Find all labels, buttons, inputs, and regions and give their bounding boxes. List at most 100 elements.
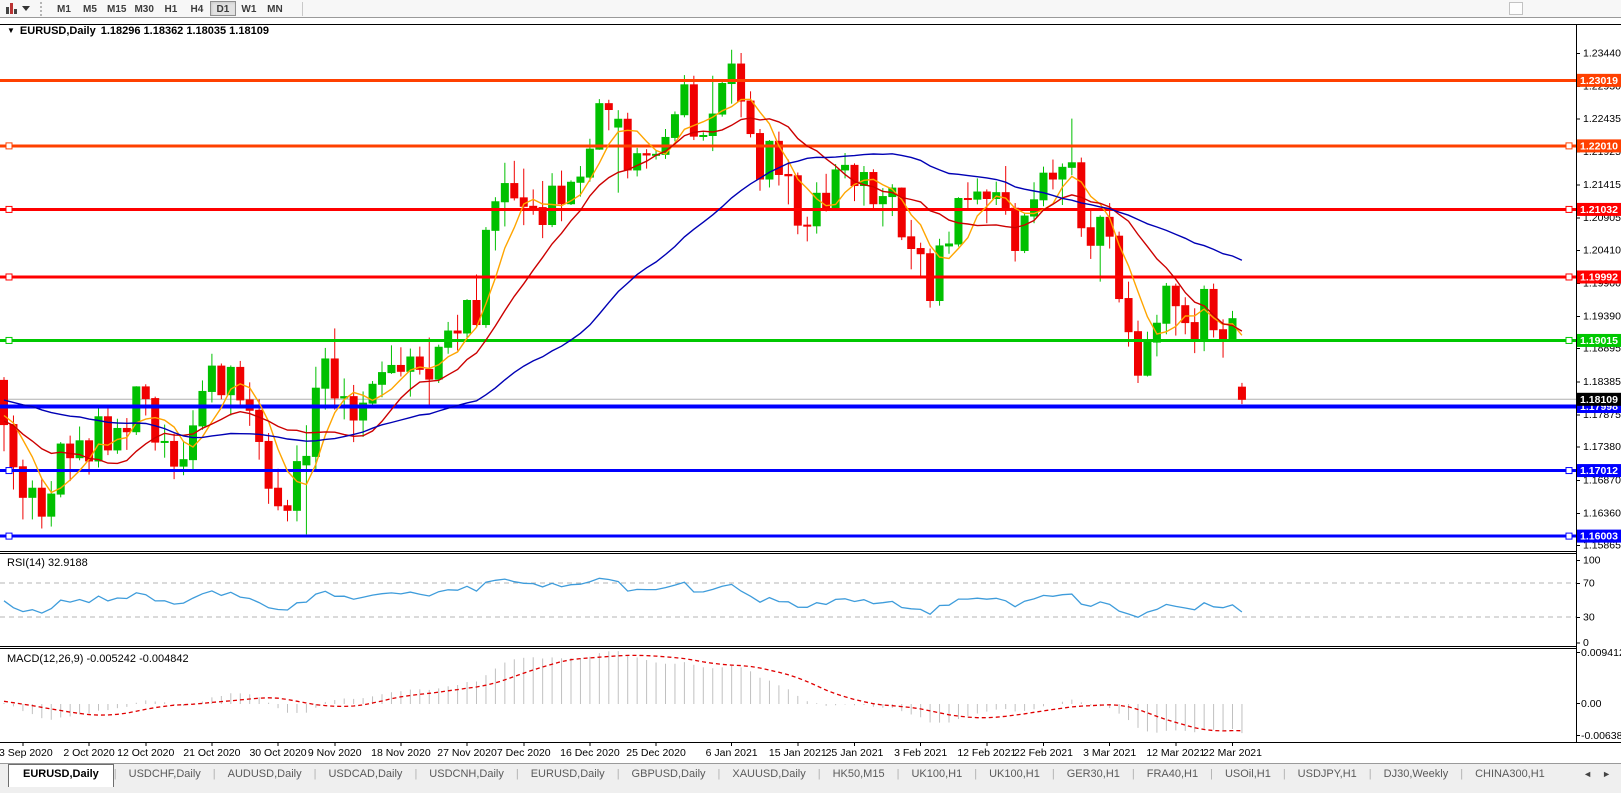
hline-left-handle[interactable] (5, 336, 13, 344)
tab-fra40-h1[interactable]: FRA40,H1 (1146, 768, 1199, 780)
date-tick-label: 12 Feb 2021 (957, 747, 1016, 759)
candle-down (472, 299, 481, 326)
timeframe-button-m30[interactable]: M30 (134, 4, 154, 15)
candle-down (604, 103, 613, 111)
candle-down (170, 440, 179, 467)
date-tick-label: 6 Jan 2021 (706, 747, 758, 759)
candle-down (916, 248, 925, 255)
tab-uk100-h1[interactable]: UK100,H1 (911, 768, 963, 780)
timeframe-button-h4[interactable]: H4 (190, 4, 204, 15)
candle-down (274, 487, 283, 507)
candle-down (1124, 298, 1133, 333)
candle-down (1219, 329, 1228, 340)
hline-right-handle[interactable] (1565, 273, 1573, 281)
candle-up (585, 148, 594, 178)
tab-separator: | (414, 768, 418, 780)
tab-audusd-daily[interactable]: AUDUSD,Daily (227, 768, 302, 780)
timeframe-button-h1[interactable]: H1 (164, 4, 178, 15)
moving-averages (3, 98, 1243, 494)
rsi-tick-label: 0 (1583, 637, 1589, 649)
hline-right-handle[interactable] (1565, 142, 1573, 150)
macd-signal (3, 654, 1242, 732)
candle-up (47, 493, 56, 517)
tab-ger30-h1[interactable]: GER30,H1 (1066, 768, 1120, 780)
candle-up (1143, 341, 1152, 376)
candle-up (406, 356, 415, 372)
tab-dj30-weekly[interactable]: DJ30,Weekly (1383, 768, 1449, 780)
tab-usdcad-daily[interactable]: USDCAD,Daily (328, 768, 403, 780)
tab-hk50-m15[interactable]: HK50,M15 (832, 768, 885, 780)
hline-right-handle[interactable] (1565, 205, 1573, 213)
date-tick-label: 16 Dec 2020 (560, 747, 620, 759)
price-tick-label: 1.19390 (1583, 311, 1621, 323)
candle-down (18, 466, 27, 498)
rsi-panel[interactable]: 100 70 30 0 (0, 555, 1601, 650)
hline-right-handle[interactable] (1565, 336, 1573, 344)
candle-up (718, 83, 727, 115)
tab-china300-h1[interactable]: CHINA300,H1 (1475, 768, 1545, 780)
timeframe-button-m15[interactable]: M15 (107, 4, 127, 15)
tab-gbpusd-daily[interactable]: GBPUSD,Daily (631, 768, 706, 780)
price-tick-label: 1.21415 (1583, 179, 1621, 191)
tab-eurusd-daily[interactable]: EURUSD,Daily (8, 764, 114, 787)
rsi-tick-label: 30 (1583, 612, 1595, 624)
date-tick-label: 23 Sep 2020 (0, 747, 53, 759)
rsi-tick-label: 70 (1583, 578, 1595, 590)
chart-tool-icon[interactable] (6, 3, 19, 14)
chart-title-ohlc: 1.18296 1.18362 1.18035 1.18109 (100, 25, 269, 37)
price-tag-1.21032: 1.21032 (1580, 204, 1618, 216)
candle-up (633, 153, 642, 171)
tab-separator: | (1282, 768, 1286, 780)
hline-left-handle[interactable] (5, 532, 13, 540)
timeframe-button-d1[interactable]: D1 (209, 1, 236, 16)
date-tick-label: 22 Feb 2021 (1014, 747, 1073, 759)
tab-scroll-left-button[interactable]: ◄ (1583, 769, 1593, 779)
timeframe-button-m1[interactable]: M1 (57, 4, 71, 15)
symbol-dropdown-icon[interactable]: ▼ (7, 25, 15, 35)
candle-down (415, 356, 424, 370)
price-tick-label: 1.17380 (1583, 441, 1621, 453)
price-axis[interactable]: 1.234401.229301.224351.219251.214151.209… (1576, 25, 1621, 742)
tab-usdjpy-h1[interactable]: USDJPY,H1 (1297, 768, 1357, 780)
tab-separator: | (616, 768, 620, 780)
hline-left-handle[interactable] (5, 142, 13, 150)
tab-usdcnh-daily[interactable]: USDCNH,Daily (429, 768, 504, 780)
candle-up (765, 140, 774, 180)
candle-down (784, 173, 793, 177)
macd-tick-label: -0.006386 (1581, 730, 1621, 742)
candles (0, 49, 1246, 535)
candle-down (453, 330, 462, 334)
candle-down (557, 185, 566, 205)
tab-eurusd-daily[interactable]: EURUSD,Daily (530, 768, 605, 780)
macd-panel[interactable]: 0.009412 0.00 -0.006386 (1576, 647, 1621, 742)
hline-left-handle[interactable] (5, 273, 13, 281)
candle-down (0, 379, 8, 426)
chart-tool-dropdown-icon[interactable] (22, 6, 30, 11)
tab-xauusd-daily[interactable]: XAUUSD,Daily (732, 768, 806, 780)
timeframe-button-mn[interactable]: MN (267, 4, 283, 15)
hline-right-handle[interactable] (1565, 467, 1573, 475)
timeframe-button-m5[interactable]: M5 (83, 4, 97, 15)
candle-down (283, 505, 292, 511)
candle-up (491, 201, 500, 231)
hline-left-handle[interactable] (5, 205, 13, 213)
timeframe-button-w1[interactable]: W1 (241, 4, 257, 15)
candle-up (878, 196, 887, 205)
hline-left-handle[interactable] (5, 467, 13, 475)
candle-up (841, 164, 850, 171)
tab-usoil-h1[interactable]: USOil,H1 (1224, 768, 1271, 780)
tab-usdchf-daily[interactable]: USDCHF,Daily (128, 768, 201, 780)
macd-tick-label: 0.009412 (1581, 647, 1621, 659)
tab-scroll-right-button[interactable]: ► (1602, 769, 1611, 779)
candle-down (255, 409, 264, 442)
tab-separator: | (1210, 768, 1213, 780)
candle-up (500, 183, 509, 203)
candle-down (774, 140, 783, 175)
horizontal-lines[interactable] (0, 78, 1576, 540)
hline-right-handle[interactable] (1565, 532, 1573, 540)
tab-uk100-h1[interactable]: UK100,H1 (989, 768, 1040, 780)
candle-up (179, 459, 188, 467)
